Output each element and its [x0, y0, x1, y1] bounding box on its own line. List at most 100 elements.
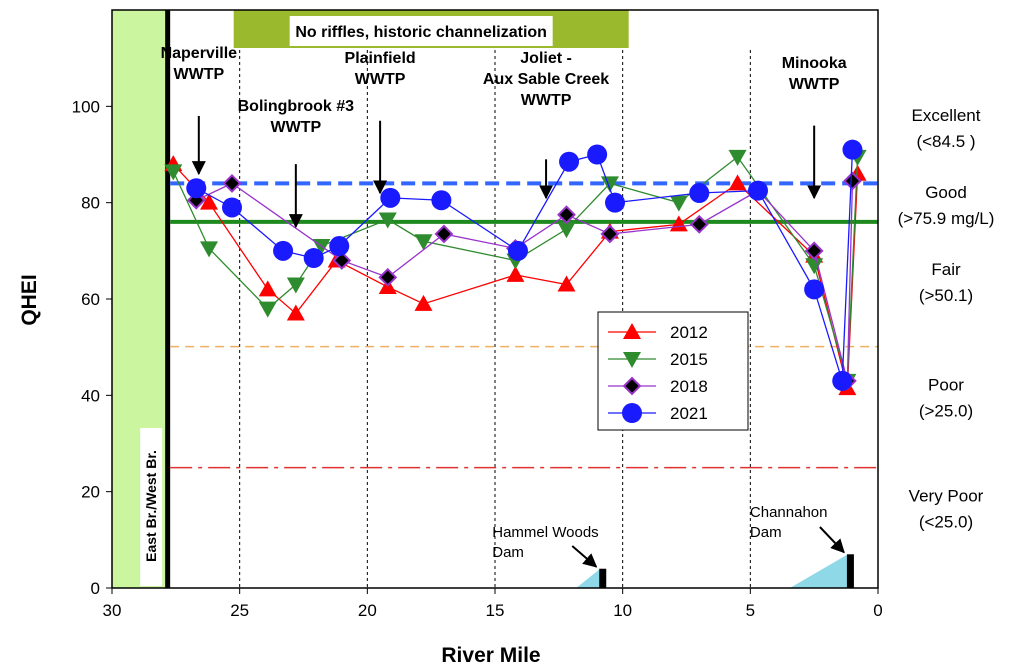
x-tick-label: 30	[103, 601, 122, 620]
x-tick-label: 0	[873, 601, 882, 620]
data-point	[303, 248, 324, 269]
reference-lines	[170, 181, 878, 469]
wwtp-label: Joliet -	[520, 50, 572, 67]
legend-label: 2015	[670, 350, 708, 369]
wwtp-label: WWTP	[521, 92, 572, 109]
x-tick-label: 10	[613, 601, 632, 620]
data-point	[669, 195, 688, 212]
dam-label: Hammel Woods	[492, 524, 598, 541]
y-tick-label: 60	[81, 290, 100, 309]
data-point	[507, 240, 528, 261]
quality-category-labels: Excellent (<84.5 ) Good (>75.9 mg/L) Fair (>5…	[898, 106, 995, 532]
data-point	[222, 173, 242, 193]
data-point	[332, 251, 352, 270]
data-point	[286, 277, 305, 294]
data-point	[258, 280, 277, 297]
legend-label: 2021	[670, 404, 708, 423]
data-point	[380, 187, 401, 208]
data-point	[600, 224, 620, 244]
quality-category-label: (>75.9 mg/L)	[898, 209, 995, 228]
data-point	[843, 171, 862, 191]
legend-marker	[623, 352, 641, 368]
data-point	[689, 183, 710, 204]
dam-marker	[599, 568, 607, 588]
quality-category-label: (>50.1)	[919, 286, 973, 305]
legend: 2012 2015 2018 2021	[597, 311, 749, 431]
wwtp-label: WWTP	[271, 119, 322, 136]
wwtp-label: WWTP	[789, 76, 840, 93]
data-point	[200, 193, 219, 210]
chart-background: East Br./West Br. No riffles, historic ch…	[112, 10, 629, 588]
data-point	[559, 151, 580, 172]
legend-label: 2012	[670, 323, 708, 342]
quality-category-label: Excellent	[912, 106, 981, 125]
quality-category-label: Good	[925, 183, 967, 202]
data-point	[842, 139, 863, 160]
data-point	[600, 176, 619, 193]
legend-marker	[622, 376, 642, 396]
y-tick-label: 0	[91, 579, 100, 598]
data-point	[506, 265, 525, 282]
data-point	[273, 240, 294, 261]
data-point	[258, 301, 277, 318]
data-point	[832, 370, 853, 391]
series-line	[195, 149, 854, 382]
data-point	[557, 275, 576, 292]
banner-inner	[289, 16, 553, 46]
wwtp-label: Minooka	[782, 55, 847, 72]
wwtp-label: WWTP	[355, 71, 406, 88]
wwtp-label: Bolingbrook #3	[238, 98, 355, 115]
banner-text: No riffles, historic channelization	[295, 24, 547, 41]
x-tick-label: 15	[486, 601, 505, 620]
data-point	[804, 279, 825, 300]
data-point	[805, 258, 824, 275]
dam-arrow	[819, 526, 845, 554]
data-point	[414, 294, 433, 311]
y-tick-label: 20	[81, 483, 100, 502]
x-tick-label: 25	[230, 601, 249, 620]
data-point	[557, 205, 576, 225]
wwtp-label: Aux Sable Creek	[483, 71, 609, 88]
wwtp-label: Plainfield	[345, 50, 416, 67]
data-point	[414, 234, 433, 251]
data-point	[222, 197, 243, 218]
x-tick-label: 5	[746, 601, 755, 620]
legend-marker	[622, 403, 642, 423]
legend-marker	[623, 323, 641, 339]
wwtp-label: Naperville	[161, 45, 238, 62]
branch-zone-label-bg	[140, 428, 163, 586]
y-tick-label: 100	[72, 97, 100, 116]
x-axis-title: River Mile	[441, 644, 540, 667]
legend-label: 2018	[670, 377, 708, 396]
branch-zone-boundary	[165, 10, 171, 588]
dam-marker	[846, 554, 854, 588]
quality-category-label: (>25.0)	[919, 402, 973, 421]
data-point	[605, 192, 626, 213]
wwtp-label: WWTP	[173, 66, 224, 83]
quality-category-label: Fair	[931, 260, 961, 279]
dam-arrow	[571, 545, 598, 568]
annotations: Hammel Woods Dam Channahon Dam Naperville WWT…	[161, 45, 854, 588]
dam-label: Channahon	[750, 504, 828, 521]
y-tick-label: 40	[81, 386, 100, 405]
y-tick-label: 80	[81, 194, 100, 213]
dam-water	[789, 554, 848, 588]
data-point	[186, 178, 207, 199]
data-point	[378, 212, 397, 229]
dam-label: Dam	[750, 524, 782, 541]
data-point	[728, 149, 747, 166]
data-point	[431, 190, 452, 211]
data-series	[164, 139, 867, 396]
x-tick-label: 20	[358, 601, 377, 620]
data-point	[804, 241, 824, 261]
data-point	[728, 174, 747, 191]
dam-water	[576, 568, 601, 588]
branch-zone-label: East Br./West Br.	[143, 450, 159, 562]
data-point	[286, 304, 305, 321]
data-point	[329, 236, 350, 257]
dam-label: Dam	[492, 544, 524, 561]
y-axis-title: QHEI	[18, 274, 41, 325]
data-point	[587, 144, 608, 165]
